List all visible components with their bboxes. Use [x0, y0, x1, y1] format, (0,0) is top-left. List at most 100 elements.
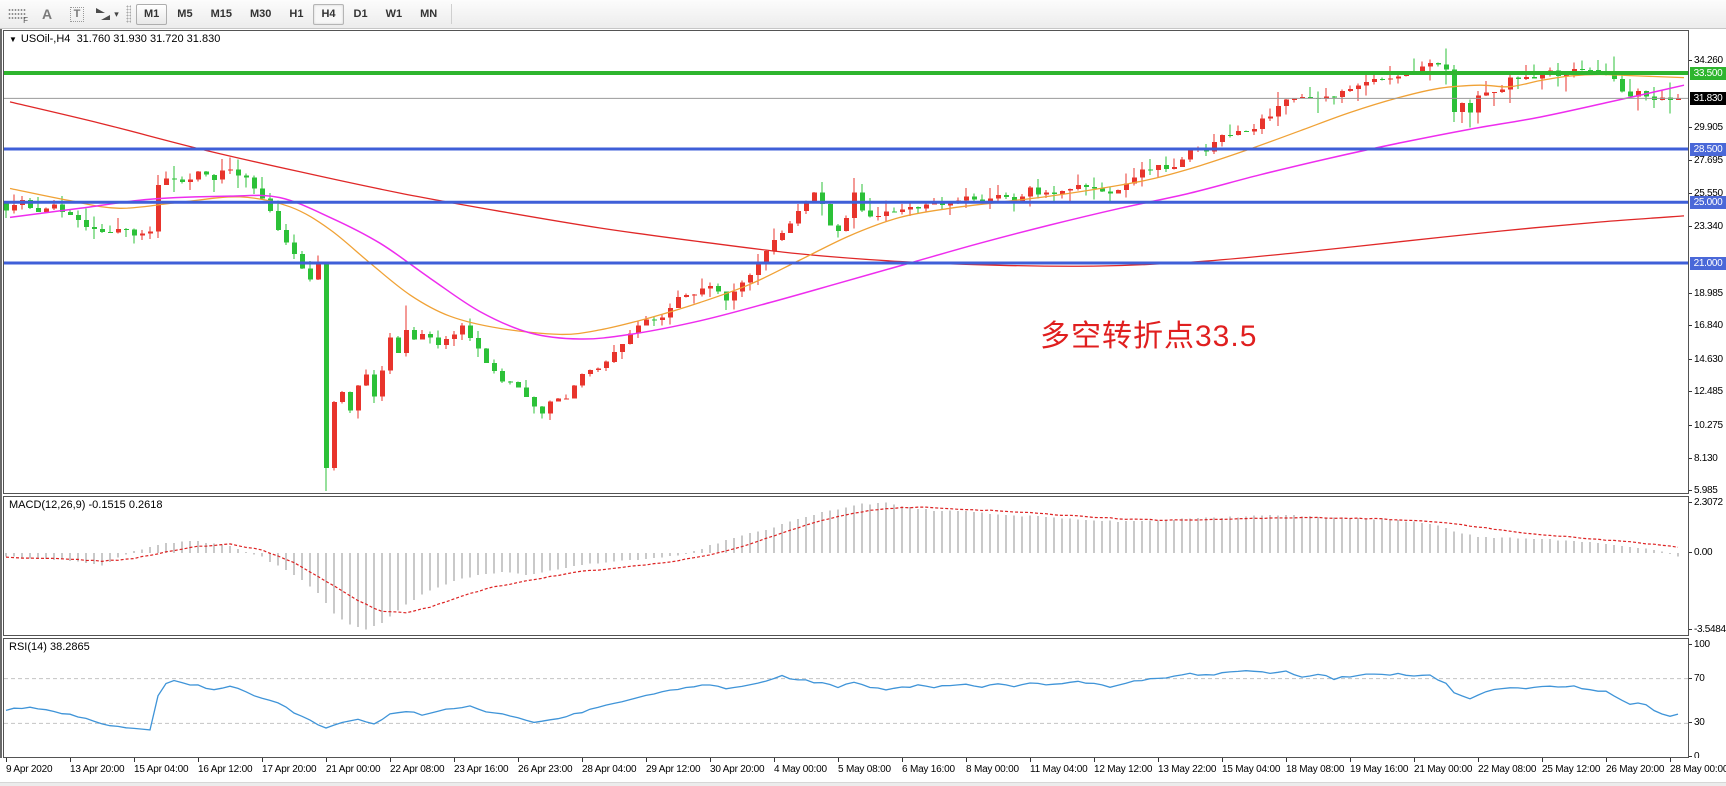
- timeframe-m1[interactable]: M1: [136, 3, 168, 25]
- chart-dropdown-icon[interactable]: ▼: [9, 35, 17, 44]
- date-axis[interactable]: 9 Apr 2020 13 Apr 20:00 15 Apr 04:00 16 Apr…: [0, 758, 1726, 782]
- date-tickmark: [774, 758, 775, 762]
- date-label: 25 May 12:00: [1542, 764, 1601, 775]
- date-tickmark: [326, 758, 327, 762]
- date-label: 4 May 00:00: [774, 764, 827, 775]
- rsi-line: [5, 670, 1679, 731]
- timeframe-m5[interactable]: M5: [177, 8, 193, 20]
- price-tick-14.630: 14.630: [1689, 354, 1726, 366]
- date-tickmark: [1030, 758, 1031, 762]
- timeframe-w1[interactable]: W1: [385, 8, 403, 20]
- toolbar: F A T ▾ M1 M5 M15 M30 H1 H4 D1 W1 MN: [0, 0, 1726, 29]
- date-tickmark: [1670, 758, 1671, 762]
- rsi-tick-0: 0: [1689, 751, 1726, 763]
- ma-orange: [9, 73, 1685, 336]
- price-tick-10.275: 10.275: [1689, 420, 1726, 432]
- price-tick-29.905: 29.905: [1689, 122, 1726, 134]
- text-label-button[interactable]: A: [33, 2, 61, 26]
- timeframe-d1[interactable]: D1: [353, 8, 368, 20]
- macd-canvas[interactable]: [4, 497, 1688, 635]
- price-tick-18.985: 18.985: [1689, 288, 1726, 300]
- date-tickmark: [646, 758, 647, 762]
- macd-tick-0.00: 0.00: [1689, 547, 1726, 559]
- chevron-down-icon: ▾: [114, 8, 119, 19]
- ma-red: [9, 101, 1685, 267]
- date-tickmark: [1222, 758, 1223, 762]
- timeframe-group: M1 M5 M15 M30 H1 H4 D1 W1 MN: [135, 3, 446, 25]
- date-label: 26 Apr 23:00: [518, 764, 573, 775]
- date-label: 23 Apr 16:00: [454, 764, 509, 775]
- date-label: 21 May 00:00: [1414, 764, 1473, 775]
- ma-magenta: [9, 84, 1685, 340]
- timeframe-mn[interactable]: MN: [420, 8, 438, 20]
- date-tickmark: [134, 758, 135, 762]
- main-chart-canvas[interactable]: [4, 31, 1688, 493]
- date-tickmark: [198, 758, 199, 762]
- status-strip: [0, 782, 1726, 786]
- rsi-label: RSI(14) 38.2865: [9, 641, 90, 653]
- date-tickmark: [966, 758, 967, 762]
- date-tickmark: [838, 758, 839, 762]
- date-label: 28 Apr 04:00: [582, 764, 637, 775]
- price-tick-27.695: 27.695: [1689, 155, 1726, 167]
- date-label: 8 May 00:00: [966, 764, 1019, 775]
- date-label: 15 May 04:00: [1222, 764, 1281, 775]
- date-tickmark: [1350, 758, 1351, 762]
- rsi-tick-70: 70: [1689, 673, 1726, 685]
- date-tickmark: [1158, 758, 1159, 762]
- date-tickmark: [1606, 758, 1607, 762]
- timeframe-h1[interactable]: H1: [289, 8, 304, 20]
- date-label: 22 May 08:00: [1478, 764, 1537, 775]
- date-tickmark: [70, 758, 71, 762]
- price-axis[interactable]: 34.260 29.905 27.695 25.550 23.340 18.985 16.8…: [1689, 29, 1726, 785]
- rsi-tick-30: 30: [1689, 717, 1726, 729]
- price-badge-33.500: 33.500: [1690, 66, 1726, 80]
- date-tickmark: [262, 758, 263, 762]
- chart-ohlc: 31.760 31.930 31.720 31.830: [76, 33, 221, 45]
- price-tick-23.340: 23.340: [1689, 221, 1726, 233]
- date-tickmark: [1286, 758, 1287, 762]
- date-label: 16 Apr 12:00: [198, 764, 253, 775]
- date-label: 13 May 22:00: [1158, 764, 1217, 775]
- date-tickmark: [1478, 758, 1479, 762]
- rsi-tick-100: 100: [1689, 639, 1726, 651]
- macd-tick-2.3072: 2.3072: [1689, 497, 1726, 509]
- date-label: 17 Apr 20:00: [262, 764, 317, 775]
- text-box-icon: T: [69, 6, 85, 22]
- macd-panel[interactable]: MACD(12,26,9) -0.1515 0.2618: [3, 496, 1689, 636]
- main-chart-panel[interactable]: ▼ USOil-,H4 31.760 31.930 31.720 31.830: [3, 30, 1689, 494]
- date-label: 26 May 20:00: [1606, 764, 1665, 775]
- arrows-button[interactable]: ▾: [93, 2, 121, 26]
- price-badge-21.000: 21.000: [1690, 256, 1726, 270]
- rsi-panel[interactable]: RSI(14) 38.2865: [3, 638, 1689, 758]
- text-box-button[interactable]: T: [63, 2, 91, 26]
- date-tickmark: [518, 758, 519, 762]
- macd-signal-line: [5, 506, 1679, 614]
- price-badge-28.500: 28.500: [1690, 142, 1726, 156]
- toolbar-divider: [451, 4, 453, 24]
- date-tickmark: [1414, 758, 1415, 762]
- date-tickmark: [710, 758, 711, 762]
- date-label: 29 Apr 12:00: [646, 764, 701, 775]
- date-label: 15 Apr 04:00: [134, 764, 189, 775]
- price-tick-25.550: 25.550: [1689, 188, 1726, 200]
- date-label: 18 May 08:00: [1286, 764, 1345, 775]
- timeframe-m30[interactable]: M30: [249, 8, 272, 20]
- date-tickmark: [6, 758, 7, 762]
- arrows-icon: [95, 7, 111, 21]
- timeframe-m15[interactable]: M15: [210, 8, 232, 20]
- window-left-edge: [0, 29, 2, 785]
- fibonacci-button[interactable]: F: [3, 2, 31, 26]
- text-label-icon: A: [41, 6, 53, 22]
- date-tickmark: [390, 758, 391, 762]
- timeframe-h4[interactable]: H4: [313, 3, 344, 25]
- chart-title-bar: ▼ USOil-,H4 31.760 31.930 31.720 31.830: [9, 33, 220, 45]
- price-tick-8.130: 8.130: [1689, 453, 1726, 465]
- annotation-note: 多空转折点33.5: [1040, 320, 1258, 353]
- macd-tick--3.5484: -3.5484: [1689, 624, 1726, 636]
- date-label: 12 May 12:00: [1094, 764, 1153, 775]
- date-label: 11 May 04:00: [1030, 764, 1088, 775]
- date-label: 5 May 08:00: [838, 764, 891, 775]
- date-label: 9 Apr 2020: [6, 764, 53, 775]
- rsi-canvas[interactable]: [4, 639, 1688, 757]
